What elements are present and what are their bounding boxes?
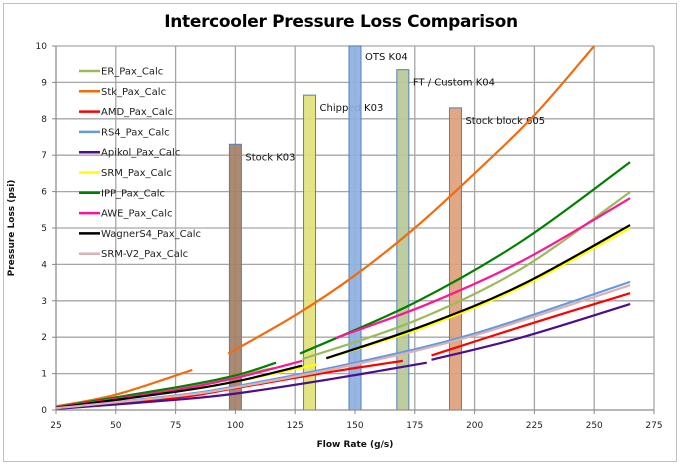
bar-stock-block-605 bbox=[448, 107, 462, 411]
x-tick-label: 75 bbox=[170, 421, 181, 431]
x-tick-label: 125 bbox=[287, 421, 304, 431]
x-tick-label: 175 bbox=[406, 421, 423, 431]
legend-label: WagnerS4_Pax_Calc bbox=[101, 229, 201, 240]
legend-label: ER_Pax_Calc bbox=[101, 67, 163, 78]
legend-label: AMD_Pax_Calc bbox=[101, 107, 173, 118]
x-tick-label: 250 bbox=[586, 421, 603, 431]
y-tick-label: 0 bbox=[41, 406, 47, 416]
series-line-stk-pax-calc bbox=[227, 46, 596, 355]
series-line-ipp-pax-calc bbox=[56, 361, 277, 409]
y-tick-label: 2 bbox=[41, 333, 47, 343]
bar-chipped-k03 bbox=[303, 94, 317, 411]
x-tick-label: 100 bbox=[227, 421, 244, 431]
series-line-wagners4-pax-calc bbox=[325, 224, 631, 360]
bar-label: FT / Custom K04 bbox=[413, 78, 495, 89]
y-tick-label: 6 bbox=[41, 188, 47, 198]
series-lines bbox=[56, 46, 631, 410]
y-tick-label: 4 bbox=[41, 260, 47, 270]
x-tick-label: 225 bbox=[526, 421, 543, 431]
bar-label: Stock K03 bbox=[245, 152, 295, 163]
bar-label: OTS K04 bbox=[365, 52, 408, 63]
y-tick-label: 3 bbox=[41, 297, 47, 307]
x-tick-label: 25 bbox=[50, 421, 61, 431]
y-tick-label: 1 bbox=[41, 370, 47, 380]
chart-title: Intercooler Pressure Loss Comparison bbox=[164, 12, 518, 32]
series-line-apikol-pax-calc bbox=[56, 361, 427, 410]
y-tick-label: 9 bbox=[41, 78, 47, 88]
x-tick-label: 50 bbox=[110, 421, 122, 431]
x-tick-label: 150 bbox=[346, 421, 363, 431]
bar-ots-k04 bbox=[348, 45, 362, 411]
legend-label: SRM-V2_Pax_Calc bbox=[101, 249, 188, 260]
legend-label: AWE_Pax_Calc bbox=[101, 209, 173, 220]
y-tick-label: 10 bbox=[36, 42, 48, 52]
legend-label: IPP_Pax_Calc bbox=[101, 188, 165, 199]
series-line-apikol-pax-calc bbox=[431, 303, 631, 361]
x-axis-label: Flow Rate (g/s) bbox=[317, 440, 394, 450]
x-tick-label: 200 bbox=[466, 421, 483, 431]
legend-label: SRM_Pax_Calc bbox=[101, 168, 172, 179]
legend-label: Stk_Pax_Calc bbox=[101, 87, 166, 98]
series-line-amd-pax-calc bbox=[431, 292, 631, 357]
legend-label: RS4_Pax_Calc bbox=[101, 127, 170, 138]
axes: 0 1 2 3 4 5 6 7 8 9 10 25 50 75 100 125 150 175 200 225 250 2… bbox=[36, 42, 663, 431]
bar-stock-k03 bbox=[228, 143, 242, 411]
legend: ER_Pax_Calc Stk_Pax_Calc AMD_Pax_Calc RS4_P… bbox=[79, 67, 201, 260]
x-tick-label: 275 bbox=[645, 421, 662, 431]
y-tick-label: 8 bbox=[41, 115, 47, 125]
y-axis-label: Pressure Loss (psi) bbox=[7, 180, 17, 277]
bar-label: Stock block 605 bbox=[465, 116, 545, 127]
series-line-wagners4-pax-calc bbox=[56, 364, 303, 409]
y-tick-label: 5 bbox=[41, 224, 47, 234]
y-tick-label: 7 bbox=[41, 151, 47, 161]
bar-ft-custom-k04 bbox=[396, 69, 410, 411]
series-line-awe-pax-calc bbox=[335, 197, 631, 339]
legend-label: Apikol_Pax_Calc bbox=[101, 148, 180, 159]
series-line-srm-v2-pax-calc bbox=[56, 284, 631, 410]
